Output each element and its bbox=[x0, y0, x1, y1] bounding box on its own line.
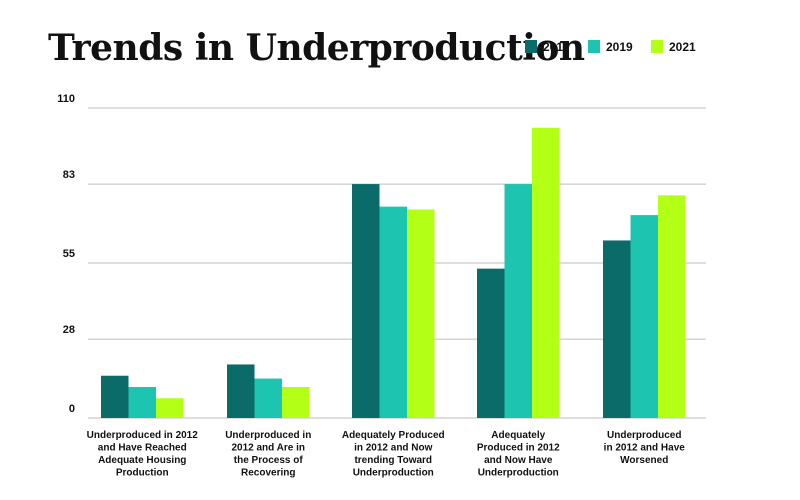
y-tick-label: 110 bbox=[57, 93, 75, 105]
legend-swatch bbox=[588, 40, 600, 53]
bar-2019-3 bbox=[379, 206, 407, 418]
legend-item-2017: 2017 bbox=[525, 40, 570, 54]
bar-2021-2 bbox=[282, 387, 310, 418]
bar-2017-3 bbox=[352, 184, 380, 418]
bars bbox=[101, 127, 686, 419]
bar-2017-2 bbox=[227, 364, 255, 418]
x-category-label: Adequately Produced in 2012 and Now trendi… bbox=[342, 430, 445, 479]
legend-label: 2021 bbox=[669, 40, 696, 54]
bar-2019-5 bbox=[630, 215, 658, 418]
chart-title: Trends in Underproduction bbox=[48, 27, 585, 69]
y-tick-label: 0 bbox=[69, 403, 75, 415]
legend-label: 2017 bbox=[543, 40, 570, 54]
bar-2017-5 bbox=[603, 240, 631, 418]
y-tick-label: 55 bbox=[63, 248, 75, 260]
legend-item-2019: 2019 bbox=[588, 40, 633, 54]
y-tick-label: 83 bbox=[63, 169, 75, 181]
bar-2021-4 bbox=[532, 127, 560, 419]
bar-2017-1 bbox=[101, 375, 129, 418]
x-category-label: Underproduced in 2012 and Are in the Proce… bbox=[225, 430, 311, 479]
bar-2017-4 bbox=[477, 268, 505, 418]
legend-swatch bbox=[651, 40, 663, 53]
legend-label: 2019 bbox=[606, 40, 633, 54]
legend-item-2021: 2021 bbox=[651, 40, 696, 54]
x-category-label: Underproduced in 2012 and Have Reached Ade… bbox=[87, 430, 199, 479]
legend: 2017 2019 2021 bbox=[525, 40, 696, 54]
bar-2021-1 bbox=[156, 398, 184, 418]
x-category-label: Adequately Produced in 2012 and Now Have Un… bbox=[477, 430, 560, 479]
bar-2019-4 bbox=[504, 184, 532, 418]
y-tick-label: 28 bbox=[63, 324, 75, 336]
bar-2021-5 bbox=[658, 195, 686, 418]
y-axis-ticks: 0 28 55 83 110 bbox=[57, 93, 75, 415]
bar-2021-3 bbox=[407, 209, 435, 418]
x-category-label: Underproduced in 2012 and Have Worsened bbox=[604, 430, 686, 466]
bar-2019-1 bbox=[128, 387, 156, 418]
x-axis-categories: Underproduced in 2012 and Have Reached Ade… bbox=[87, 430, 686, 479]
bar-2019-2 bbox=[254, 378, 282, 418]
legend-swatch bbox=[525, 40, 537, 53]
